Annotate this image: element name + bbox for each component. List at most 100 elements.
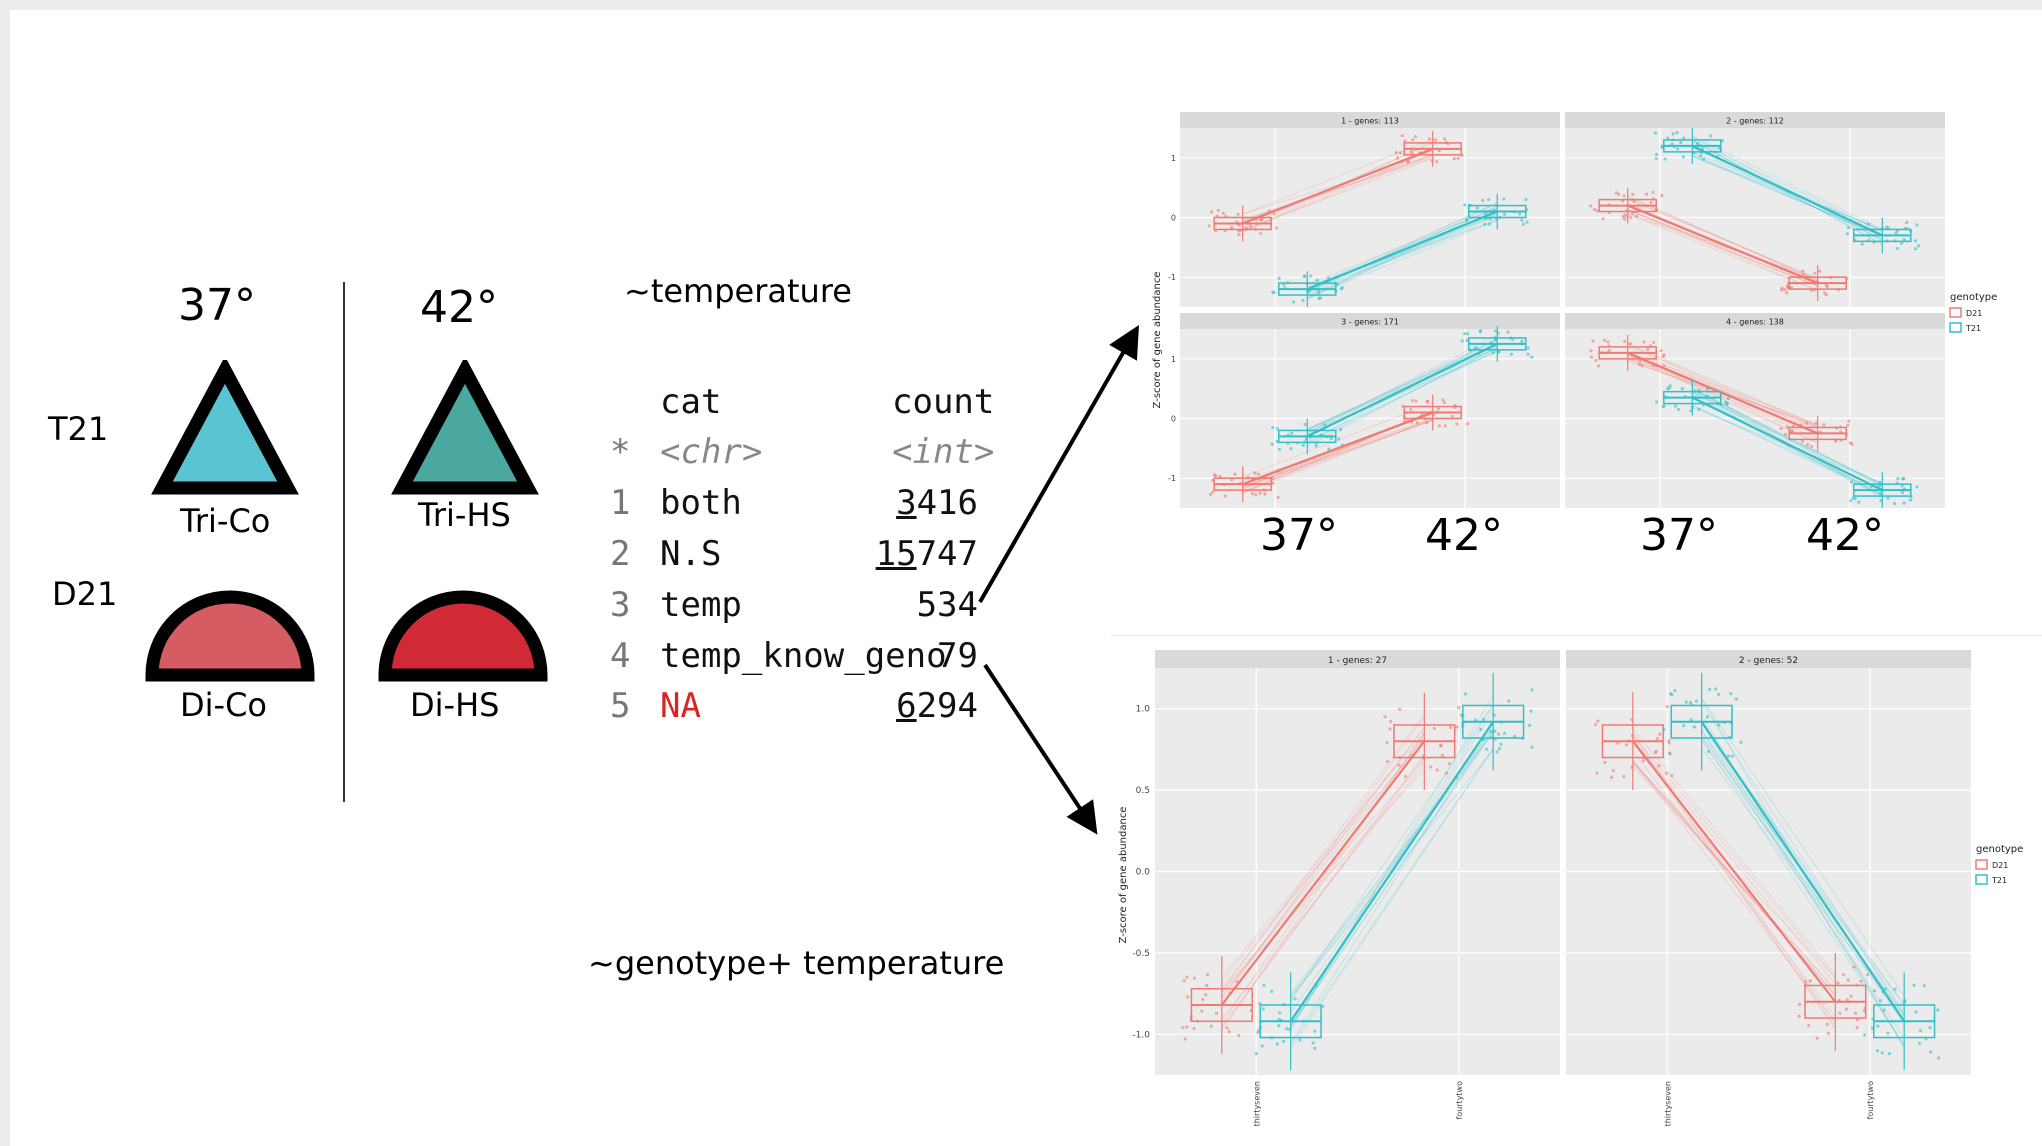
mean-trend-line <box>1627 351 1819 435</box>
data-point <box>1439 744 1443 748</box>
gene-trajectory <box>1242 155 1433 221</box>
data-point <box>1807 1023 1811 1028</box>
data-point <box>1525 220 1529 224</box>
data-point <box>1623 339 1627 343</box>
data-point <box>1852 965 1856 969</box>
row-label-d21: D21 <box>52 575 118 613</box>
facet-title: 2 - genes: 52 <box>1739 656 1798 666</box>
data-point <box>1465 338 1469 343</box>
data-point <box>1493 729 1497 733</box>
data-point <box>1233 472 1237 476</box>
data-point <box>1272 212 1276 216</box>
gene-trajectory <box>1221 736 1425 997</box>
data-point <box>1847 419 1851 423</box>
data-point <box>1432 726 1437 731</box>
data-point <box>1316 290 1321 294</box>
data-point <box>1185 995 1190 999</box>
data-point <box>1413 135 1418 139</box>
vertical-divider <box>343 282 345 802</box>
facet-strip <box>1566 650 1971 668</box>
gene-trajectory <box>1221 732 1425 978</box>
data-point <box>1669 692 1673 696</box>
gene-trajectory <box>1290 748 1494 1045</box>
legend-key-d21 <box>1949 307 1962 318</box>
data-point <box>1503 212 1507 216</box>
data-point <box>1530 688 1534 692</box>
data-point <box>1632 199 1636 203</box>
gene-trajectory <box>1290 732 1494 1027</box>
data-point <box>1595 771 1599 775</box>
data-point <box>1896 477 1900 481</box>
data-point <box>1810 444 1814 449</box>
data-point <box>1248 224 1252 228</box>
data-point <box>1684 700 1688 704</box>
data-point <box>1437 424 1442 428</box>
legend-title: genotype <box>1950 292 1997 303</box>
gene-trajectory <box>1627 344 1818 432</box>
data-point <box>1936 1056 1941 1060</box>
gene-trajectory <box>1627 198 1818 279</box>
data-point <box>1658 732 1662 736</box>
gene-trajectory <box>1307 202 1498 289</box>
data-point <box>1659 349 1663 353</box>
data-point <box>1813 271 1817 275</box>
data-point <box>1221 211 1225 215</box>
data-point <box>1629 215 1633 220</box>
gene-trajectory <box>1701 702 1905 1015</box>
data-point <box>1675 147 1680 151</box>
gene-trajectory <box>1627 353 1818 443</box>
data-point <box>1440 753 1445 758</box>
gene-trajectory <box>1692 135 1883 230</box>
data-point <box>1692 725 1696 729</box>
data-point <box>1790 429 1794 433</box>
data-point <box>1483 222 1487 226</box>
data-point <box>1449 725 1453 730</box>
tri-hs-triangle-icon <box>391 360 539 495</box>
data-point <box>1205 983 1209 987</box>
data-point <box>1726 396 1730 401</box>
data-point <box>1444 771 1449 775</box>
connector-arrows <box>978 325 1139 835</box>
data-point <box>1528 723 1532 728</box>
data-point <box>1918 1028 1923 1033</box>
data-point <box>1441 398 1445 402</box>
gene-trajectory <box>1692 404 1883 493</box>
data-point <box>1818 269 1822 273</box>
data-point <box>1521 222 1525 226</box>
gene-trajectory <box>1221 763 1425 1020</box>
y-tick-label: -0.5 <box>1132 949 1150 959</box>
count-digit-rest: 747 <box>916 534 978 574</box>
data-point <box>1917 1041 1922 1045</box>
x-tick-label: thirtyseven <box>1663 1081 1672 1126</box>
data-point <box>1339 427 1343 432</box>
data-point <box>1866 973 1870 977</box>
data-point <box>1611 769 1616 773</box>
facet-title: 2 - genes: 112 <box>1726 117 1784 126</box>
data-point <box>1859 979 1863 983</box>
gene-trajectory <box>1692 140 1883 245</box>
data-point <box>1509 352 1514 356</box>
table-header-count: count <box>892 382 995 422</box>
data-point <box>1484 212 1488 216</box>
legend-item-d21: D21 <box>1992 861 2008 870</box>
gene-trajectory <box>1221 726 1425 999</box>
data-point <box>1823 291 1827 295</box>
data-point <box>1801 269 1805 273</box>
data-point <box>1271 425 1275 430</box>
di-co-semicircle-icon <box>145 590 315 682</box>
data-point <box>1694 699 1698 703</box>
gene-trajectory <box>1627 209 1818 287</box>
data-point <box>1253 471 1257 475</box>
y-tick-label: -1.0 <box>1132 1030 1150 1040</box>
gene-trajectory <box>1307 339 1498 434</box>
data-point <box>1456 156 1460 160</box>
data-point <box>1201 997 1205 1002</box>
data-point <box>1506 330 1510 334</box>
data-point <box>1409 407 1413 411</box>
tri-hs-label: Tri-HS <box>418 496 511 534</box>
data-point <box>1271 476 1275 480</box>
data-point <box>1389 719 1393 724</box>
gene-trajectory <box>1692 153 1883 237</box>
data-point <box>1870 1026 1874 1030</box>
data-point <box>1463 332 1467 336</box>
